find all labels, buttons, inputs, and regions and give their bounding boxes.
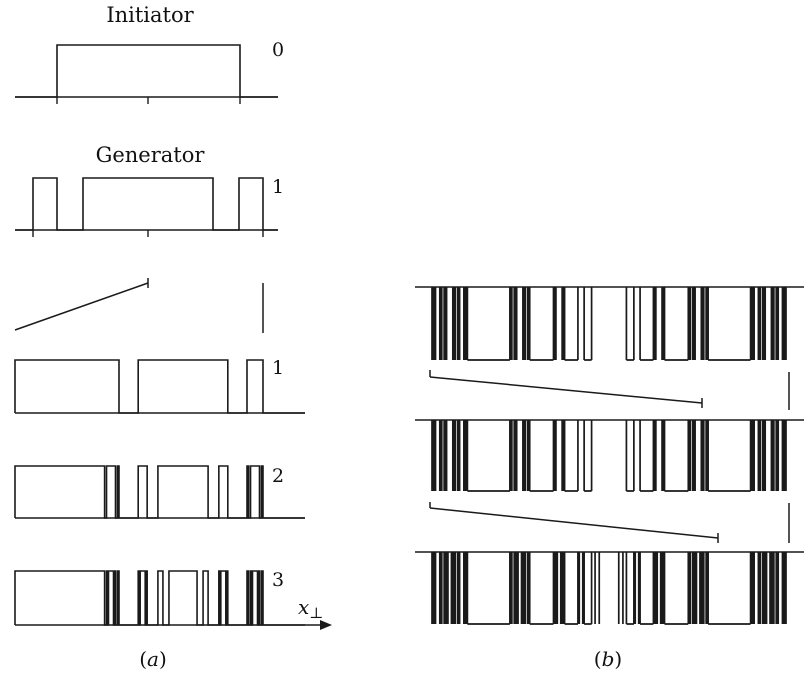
panel-b-waveform [431,552,787,625]
generator-level-label: 1 [272,176,284,198]
iteration-waveform [14,465,305,519]
zoom-b2-slant [429,507,719,539]
caption-b: (b) [594,647,622,671]
zoom-connector-b2 [429,502,790,543]
iteration-waveform [14,570,305,626]
iteration-row-1: 1 [14,357,305,414]
panel-a: Initiator 0 Generator 1 1 2 3 [14,3,332,671]
caption-a: (a) [139,647,167,671]
panel-b-row-1 [415,286,804,361]
initiator-row: Initiator 0 [15,3,284,104]
generator-row: Generator 1 [15,143,284,237]
panel-b-rows [415,286,804,625]
panel-b-waveform [431,287,787,361]
iteration-level-label: 3 [272,569,284,591]
panel-b-row-2 [415,419,804,492]
zoom-line-left [14,282,149,331]
axis-label-subscript: ⊥ [309,604,323,622]
iteration-level-label: 1 [272,357,284,379]
initiator-title: Initiator [106,3,194,27]
panel-b-row-3 [415,551,804,625]
initiator-level-label: 0 [272,39,284,61]
zoom-b1-slant [429,376,703,404]
zoom-connector-b1 [429,370,790,410]
initiator-waveform [15,44,278,98]
iteration-level-label: 2 [272,465,284,487]
iteration-rows: 1 2 3 [14,357,305,626]
axis-label-x: x⊥ [298,595,323,622]
generator-waveform [15,177,278,231]
generator-title: Generator [96,143,206,167]
iteration-row-2: 2 [14,465,305,519]
panel-b-waveform [431,420,787,492]
iteration-waveform [14,359,305,414]
x-axis-arrowhead [320,620,332,630]
panel-b: (b) [415,286,804,671]
zoom-connector-a [14,278,264,333]
iteration-row-3: 3 [14,569,305,626]
x-axis-arrow: x⊥ [15,595,332,630]
